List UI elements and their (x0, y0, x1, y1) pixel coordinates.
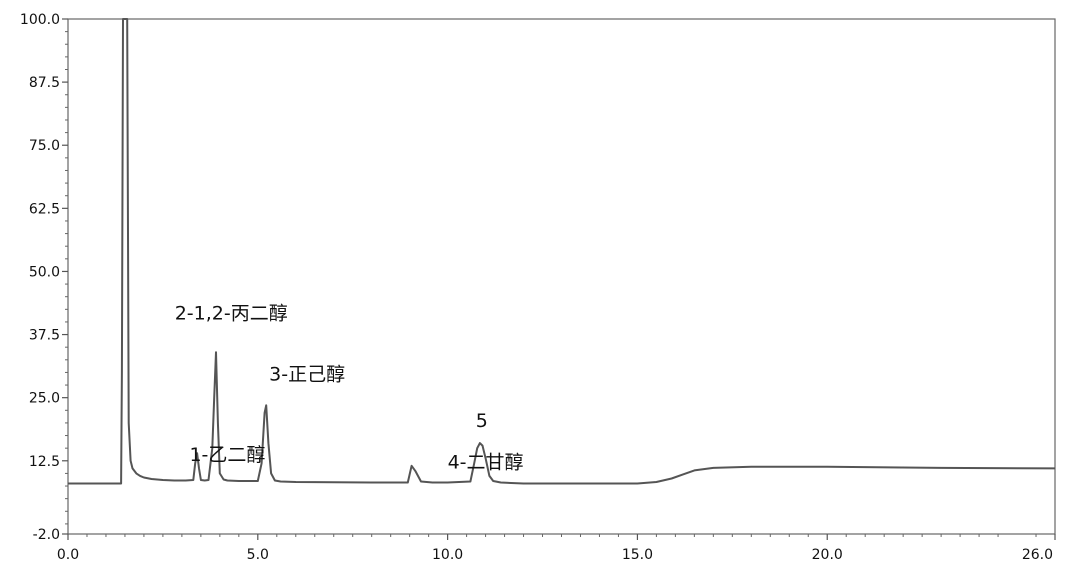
chromatogram-trace (68, 18, 1056, 485)
x-tick-label: 26.0 (1022, 547, 1053, 563)
x-tick-label: 5.0 (247, 547, 269, 563)
peak-label: 2-1,2-丙二醇 (175, 302, 288, 324)
y-tick-label: 37.5 (29, 328, 60, 344)
y-axis: -2.0 12.5 25.0 37.5 50.0 62.5 75.0 87.5 100.0 (20, 12, 68, 543)
peak-label: 4-二甘醇 (448, 451, 524, 473)
y-tick-label: 87.5 (29, 75, 60, 91)
peak-label: 5 (476, 410, 488, 432)
y-tick-label: -2.0 (33, 527, 60, 543)
peak-label: 3-正己醇 (269, 364, 345, 386)
y-tick-label: 62.5 (29, 201, 60, 217)
x-axis: 0.0 5.0 10.0 15.0 20.0 26.0 (57, 534, 1056, 563)
x-tick-label: 10.0 (432, 547, 463, 563)
y-tick-label: 75.0 (29, 138, 60, 154)
x-tick-label: 0.0 (57, 547, 79, 563)
y-tick-label: 25.0 (29, 391, 60, 407)
y-tick-label: 50.0 (29, 264, 60, 280)
peak-annotations: 1-乙二醇 2-1,2-丙二醇 3-正己醇 5 4-二甘醇 (175, 302, 524, 473)
x-tick-label: 15.0 (622, 547, 653, 563)
x-tick-label: 20.0 (812, 547, 843, 563)
y-tick-label: 12.5 (29, 454, 60, 470)
y-tick-label: 100.0 (20, 12, 60, 28)
peak-label: 1-乙二醇 (189, 444, 265, 466)
